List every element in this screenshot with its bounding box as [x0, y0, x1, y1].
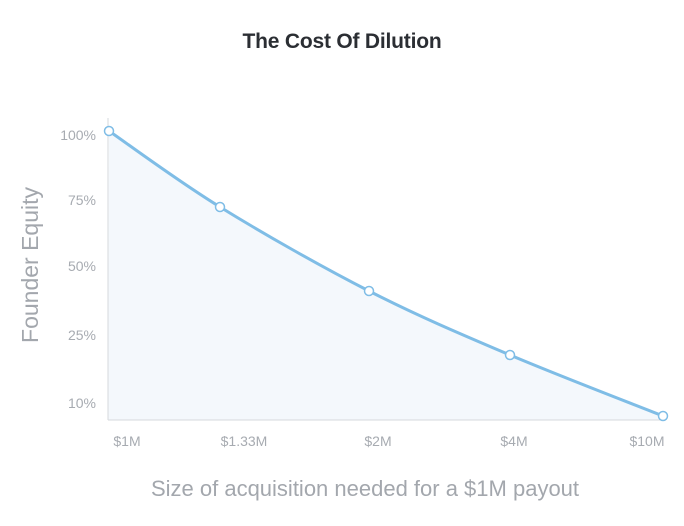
x-tick-label: $10M — [629, 433, 664, 449]
y-tick-label: 25% — [68, 327, 96, 343]
x-axis-label: Size of acquisition needed for a $1M pay… — [151, 476, 579, 501]
area-fill — [108, 131, 663, 420]
y-axis-label: Founder Equity — [17, 187, 43, 343]
data-point — [103, 125, 115, 137]
data-points — [103, 125, 669, 422]
x-tick-label: $2M — [364, 433, 391, 449]
x-tick-label: $4M — [500, 433, 527, 449]
y-tick-label: 50% — [68, 258, 96, 274]
y-tick-label: 75% — [68, 192, 96, 208]
chart-title: The Cost Of Dilution — [242, 30, 442, 53]
x-tick-label: $1M — [113, 433, 140, 449]
y-tick-label: 10% — [68, 395, 96, 411]
y-tick-label: 100% — [60, 127, 96, 143]
y-tick-labels: 100% 75% 50% 25% 10% — [60, 127, 96, 411]
data-point — [363, 285, 375, 297]
data-point — [504, 349, 516, 361]
x-tick-labels: $1M $1.33M $2M $4M $10M — [113, 433, 664, 449]
data-point — [214, 201, 226, 213]
x-tick-label: $1.33M — [221, 433, 268, 449]
data-point — [657, 410, 669, 422]
